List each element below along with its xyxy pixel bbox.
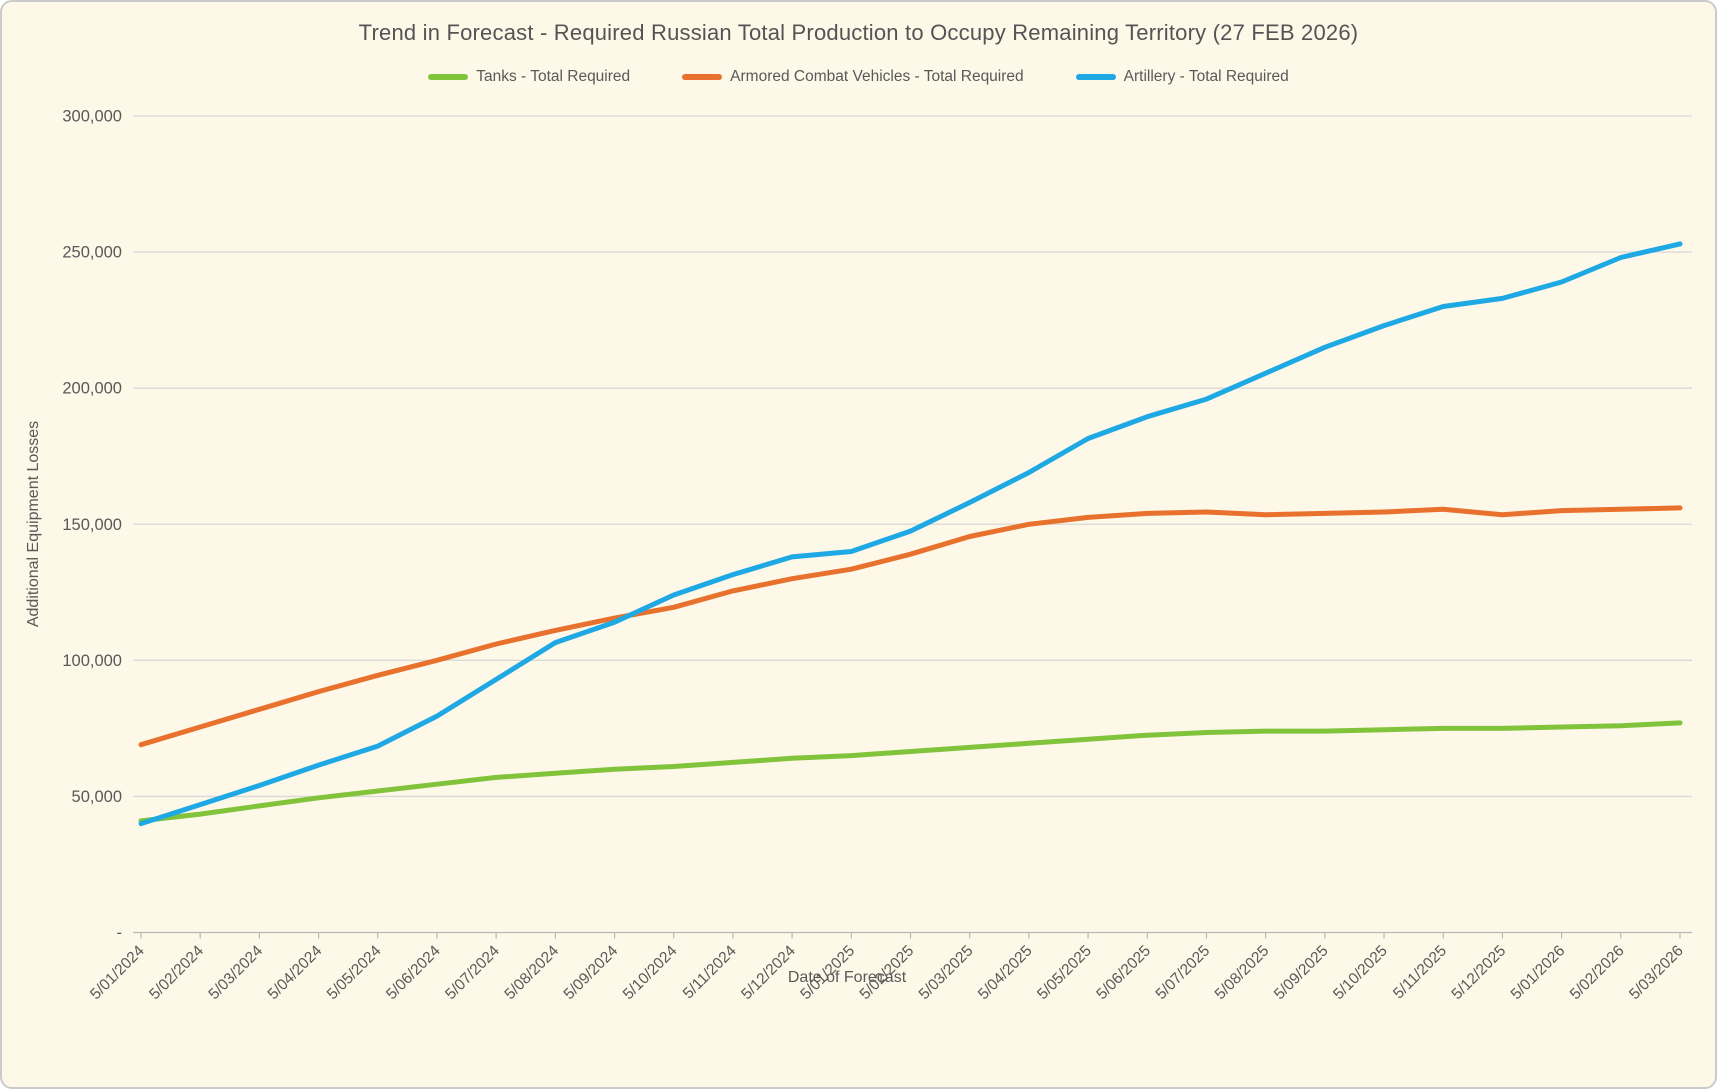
legend-swatch	[428, 74, 469, 80]
legend-item-acv[interactable]: Armored Combat Vehicles - Total Required	[682, 68, 1024, 86]
x-tick-label: 5/11/2024	[680, 942, 740, 1002]
x-tick-label: 5/05/2025	[1034, 942, 1095, 1003]
y-tick-label: 150,000	[62, 516, 122, 534]
x-tick-label: 5/08/2024	[501, 942, 562, 1003]
y-tick-labels: - 50,000 100,000 150,000 200,000 250,000 300,0…	[62, 108, 122, 943]
y-tick-label: 50,000	[72, 788, 122, 806]
x-tick-label: 5/03/2025	[916, 942, 977, 1003]
x-tick-label: 5/04/2025	[975, 942, 1036, 1003]
x-tick-label: 5/11/2025	[1390, 942, 1450, 1002]
legend-item-artillery[interactable]: Artillery - Total Required	[1075, 68, 1289, 86]
x-tick-label: 5/07/2024	[442, 942, 503, 1003]
legend-label: Tanks - Total Required	[476, 68, 631, 85]
y-tick-label: 200,000	[62, 380, 122, 398]
x-tick-label: 5/10/2025	[1330, 942, 1391, 1003]
x-tick-label: 5/06/2024	[383, 942, 444, 1003]
x-tick-label: 5/03/2026	[1626, 942, 1687, 1003]
x-tick-label: 5/01/2024	[87, 942, 148, 1003]
x-tick-label: 5/10/2024	[620, 942, 681, 1003]
y-tick-label: 100,000	[62, 652, 122, 670]
legend-item-tanks[interactable]: Tanks - Total Required	[428, 68, 630, 86]
legend-label: Armored Combat Vehicles - Total Required	[730, 68, 1024, 85]
gridlines	[133, 115, 1692, 934]
x-tick-label: 5/06/2025	[1093, 942, 1154, 1003]
x-tick-label: 5/09/2024	[561, 942, 622, 1003]
series-lines	[138, 241, 1683, 827]
chart-title: Trend in Forecast - Required Russian Tot…	[358, 20, 1359, 45]
series-line-armored[interactable]	[138, 505, 1683, 748]
x-tick-label: 5/01/2026	[1508, 942, 1569, 1003]
x-tick-label: 5/05/2024	[324, 942, 385, 1003]
y-tick-label: 300,000	[62, 108, 122, 126]
x-tick-label: 5/02/2026	[1567, 942, 1628, 1003]
series-line-tanks[interactable]	[138, 720, 1683, 824]
y-tick-label: 250,000	[62, 244, 122, 262]
legend-swatch	[1075, 74, 1116, 80]
y-tick-label: -	[117, 924, 123, 942]
legend-swatch	[682, 74, 723, 80]
series-line-artillery[interactable]	[138, 241, 1683, 827]
y-axis-title: Additional Equipment Losses	[25, 421, 42, 627]
x-tick-label: 5/03/2024	[205, 942, 266, 1003]
legend-label: Artillery - Total Required	[1123, 68, 1289, 85]
x-tick-label: 5/02/2024	[146, 942, 207, 1003]
x-tick-marks	[140, 932, 1681, 939]
legend: Tanks - Total Required Armored Combat Ve…	[2, 68, 1715, 86]
x-axis-title: Date of Forecast	[788, 969, 907, 986]
x-tick-label: 5/07/2025	[1153, 942, 1214, 1003]
x-tick-label: 5/08/2025	[1212, 942, 1273, 1003]
x-tick-label: 5/04/2024	[265, 942, 326, 1003]
x-tick-label: 5/12/2025	[1448, 942, 1509, 1003]
x-tick-label: 5/09/2025	[1271, 942, 1332, 1003]
